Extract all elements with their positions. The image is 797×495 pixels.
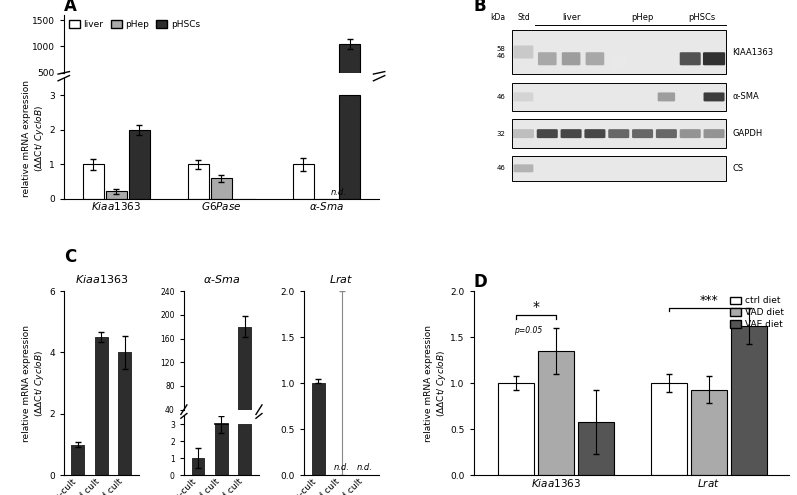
Bar	[512, 119, 726, 148]
Text: 58
46: 58 46	[497, 46, 505, 58]
Bar	[691, 390, 727, 475]
FancyBboxPatch shape	[658, 93, 675, 101]
Text: Std: Std	[517, 13, 530, 22]
FancyBboxPatch shape	[513, 164, 533, 172]
Bar	[210, 178, 232, 199]
Text: B: B	[473, 0, 486, 15]
Text: *: *	[532, 300, 540, 314]
Bar	[512, 83, 726, 111]
Bar	[512, 30, 726, 74]
FancyBboxPatch shape	[632, 129, 653, 138]
Text: pHSCs: pHSCs	[689, 13, 716, 22]
Bar	[106, 192, 127, 199]
Bar	[129, 130, 150, 199]
Text: n.d.: n.d.	[331, 188, 347, 198]
Text: D: D	[473, 273, 488, 291]
FancyBboxPatch shape	[704, 129, 724, 138]
Text: p=0.05: p=0.05	[514, 326, 542, 335]
Bar	[339, 44, 360, 99]
FancyBboxPatch shape	[513, 129, 534, 138]
Bar	[512, 156, 726, 181]
FancyBboxPatch shape	[584, 129, 606, 138]
Text: GAPDH: GAPDH	[732, 129, 763, 138]
Y-axis label: relative mRNA expression
($\Delta\Delta$Ct/ $CycloB$): relative mRNA expression ($\Delta\Delta$…	[22, 325, 46, 442]
Y-axis label: relative mRNA expression
($\Delta\Delta$Ct/ $CycloB$): relative mRNA expression ($\Delta\Delta$…	[424, 325, 447, 442]
FancyBboxPatch shape	[562, 52, 580, 65]
Text: ***: ***	[700, 294, 718, 307]
FancyBboxPatch shape	[680, 129, 701, 138]
Bar	[187, 164, 209, 199]
FancyBboxPatch shape	[608, 129, 630, 138]
FancyBboxPatch shape	[680, 52, 701, 65]
FancyBboxPatch shape	[536, 129, 558, 138]
Text: n.d.: n.d.	[357, 462, 373, 472]
Bar	[95, 337, 108, 475]
Text: C: C	[64, 248, 76, 265]
Text: liver: liver	[562, 13, 580, 22]
FancyBboxPatch shape	[538, 52, 556, 65]
FancyBboxPatch shape	[513, 93, 533, 101]
Title: $\alpha$-$Sma$: $\alpha$-$Sma$	[202, 273, 240, 285]
Bar	[215, 424, 228, 475]
Text: KIAA1363: KIAA1363	[732, 48, 773, 56]
Bar	[292, 164, 314, 199]
Bar	[497, 383, 534, 475]
Text: kDa: kDa	[490, 13, 505, 22]
Text: α-SMA: α-SMA	[732, 93, 759, 101]
FancyBboxPatch shape	[611, 57, 626, 70]
Bar	[650, 383, 687, 475]
Text: pHep: pHep	[631, 13, 654, 22]
FancyBboxPatch shape	[586, 52, 604, 65]
Y-axis label: relative mRNA expression
($\Delta\Delta$Ct/ $CycloB$): relative mRNA expression ($\Delta\Delta$…	[22, 80, 46, 197]
Bar	[238, 424, 251, 475]
Bar	[238, 327, 251, 434]
Legend: ctrl diet, VAD diet, VAE diet: ctrl diet, VAD diet, VAE diet	[729, 296, 784, 330]
Bar	[312, 383, 324, 475]
Bar	[339, 96, 360, 199]
Title: $Kiaa1363$: $Kiaa1363$	[75, 273, 128, 285]
Bar	[118, 352, 132, 475]
Text: 32: 32	[497, 131, 505, 137]
Legend: liver, pHep, pHSCs: liver, pHep, pHSCs	[69, 19, 201, 30]
Bar	[538, 351, 574, 475]
FancyBboxPatch shape	[513, 46, 533, 58]
Bar	[191, 458, 204, 475]
Text: 46: 46	[497, 165, 505, 171]
Text: CS: CS	[732, 164, 744, 173]
Title: $Lrat$: $Lrat$	[329, 273, 354, 285]
FancyBboxPatch shape	[656, 129, 677, 138]
Text: n.d.: n.d.	[334, 462, 350, 472]
Bar	[72, 445, 84, 475]
Text: A: A	[64, 0, 77, 15]
Text: 46: 46	[497, 94, 505, 100]
Bar	[83, 164, 104, 199]
FancyBboxPatch shape	[560, 129, 582, 138]
FancyBboxPatch shape	[704, 93, 724, 101]
FancyBboxPatch shape	[703, 52, 725, 65]
Bar	[731, 326, 767, 475]
Bar	[578, 422, 614, 475]
